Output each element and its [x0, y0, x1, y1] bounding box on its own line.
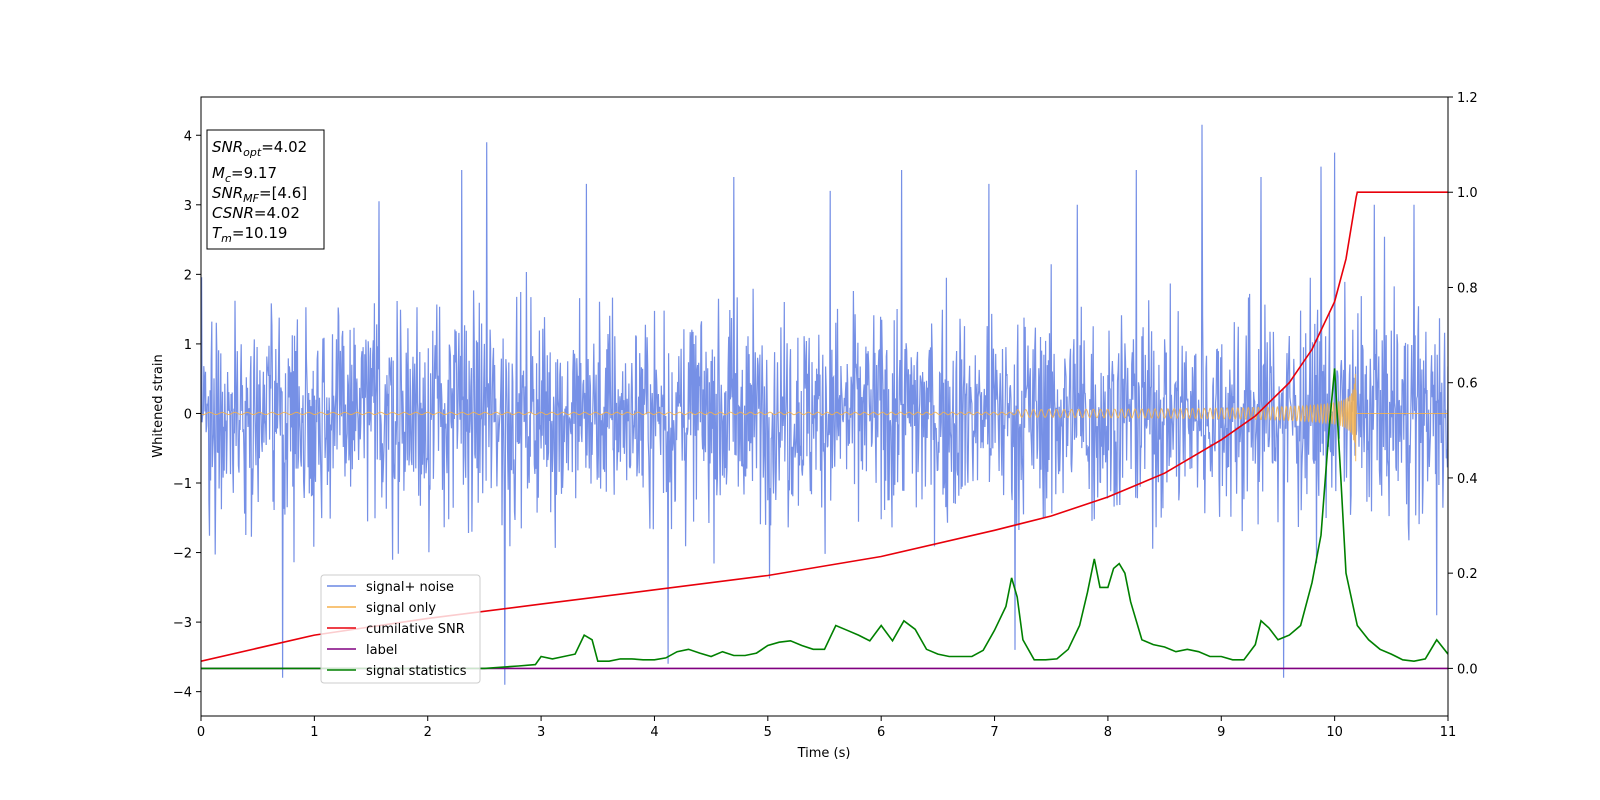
x-tick-label: 1 [310, 725, 318, 740]
x-tick-label: 3 [537, 725, 545, 740]
y-tick-label: −4 [173, 686, 192, 701]
y-tick-label: 4 [184, 129, 192, 144]
x-tick-label: 8 [1104, 725, 1112, 740]
y-right-tick-label: 0.0 [1457, 662, 1478, 677]
x-tick-label: 9 [1217, 725, 1225, 740]
y-right-tick-label: 1.0 [1457, 186, 1478, 201]
legend-label: signal statistics [366, 664, 467, 679]
x-tick-label: 0 [197, 725, 205, 740]
cumulative-snr-series [201, 191, 1448, 662]
x-axis: 0 1 2 3 4 5 6 7 8 9 10 11 [197, 716, 1456, 740]
signal-statistics-line [201, 368, 1448, 670]
legend-item-signal-statistics: signal statistics [327, 664, 467, 679]
x-tick-label: 6 [877, 725, 885, 740]
annotation-snr-opt: SNRopt=4.02 [212, 138, 307, 159]
x-tick-label: 11 [1440, 725, 1457, 740]
y-tick-label: 1 [184, 338, 192, 353]
legend-label: signal+ noise [366, 580, 454, 595]
legend-label: label [366, 643, 397, 658]
annotation-tm: Tm=10.19 [212, 224, 287, 245]
signal-noise-series [201, 124, 1448, 685]
x-tick-label: 10 [1326, 725, 1343, 740]
plot-frame [200, 96, 1449, 717]
annotation-snr-mf: SNRMF=[4.6] [212, 184, 307, 205]
y-tick-label: 3 [184, 199, 192, 214]
legend-item-signal-only: signal only [327, 601, 436, 616]
x-tick-label: 5 [764, 725, 772, 740]
y-right-tick-label: 0.2 [1457, 567, 1478, 582]
y-right-tick-label: 1.2 [1457, 91, 1478, 106]
y-right-tick-label: 0.8 [1457, 281, 1478, 296]
signal-only-series [201, 373, 1448, 462]
y-axis-label: Whitened strain [151, 354, 166, 457]
y-tick-label: −3 [173, 616, 192, 631]
legend-item-label: label [327, 643, 397, 658]
x-axis-label: Time (s) [797, 746, 851, 761]
x-tick-label: 7 [990, 725, 998, 740]
cumulative-snr-line [201, 191, 1448, 662]
y-tick-label: −2 [173, 547, 192, 562]
signal-only-line [201, 373, 1448, 462]
y-tick-label: −1 [173, 477, 192, 492]
signal-statistics-series [201, 368, 1448, 670]
y-axis-right: 0.0 0.2 0.4 0.6 0.8 1.0 1.2 [1448, 91, 1478, 677]
legend-label: signal only [366, 601, 436, 616]
x-tick-label: 2 [424, 725, 432, 740]
y-tick-label: 2 [184, 268, 192, 283]
legend-label: cumilative SNR [366, 622, 465, 637]
annotation-csnr: CSNR=4.02 [212, 204, 300, 222]
parameter-annotation-box: SNRopt=4.02 Mc=9.17 SNRMF=[4.6] CSNR=4.0… [206, 129, 325, 250]
signal-noise-line [201, 124, 1448, 685]
y-axis-left: −4 −3 −2 −1 0 1 2 3 4 [173, 129, 201, 701]
legend-item-cumulative-snr: cumilative SNR [327, 622, 465, 637]
legend: signal+ noise signal only cumilative SNR… [320, 574, 481, 684]
y-tick-label: 0 [184, 407, 192, 422]
legend-item-signal-noise: signal+ noise [327, 580, 454, 595]
x-tick-label: 4 [650, 725, 658, 740]
annotation-mc: Mc=9.17 [212, 164, 277, 185]
y-right-tick-label: 0.6 [1457, 377, 1478, 392]
y-right-tick-label: 0.4 [1457, 472, 1478, 487]
